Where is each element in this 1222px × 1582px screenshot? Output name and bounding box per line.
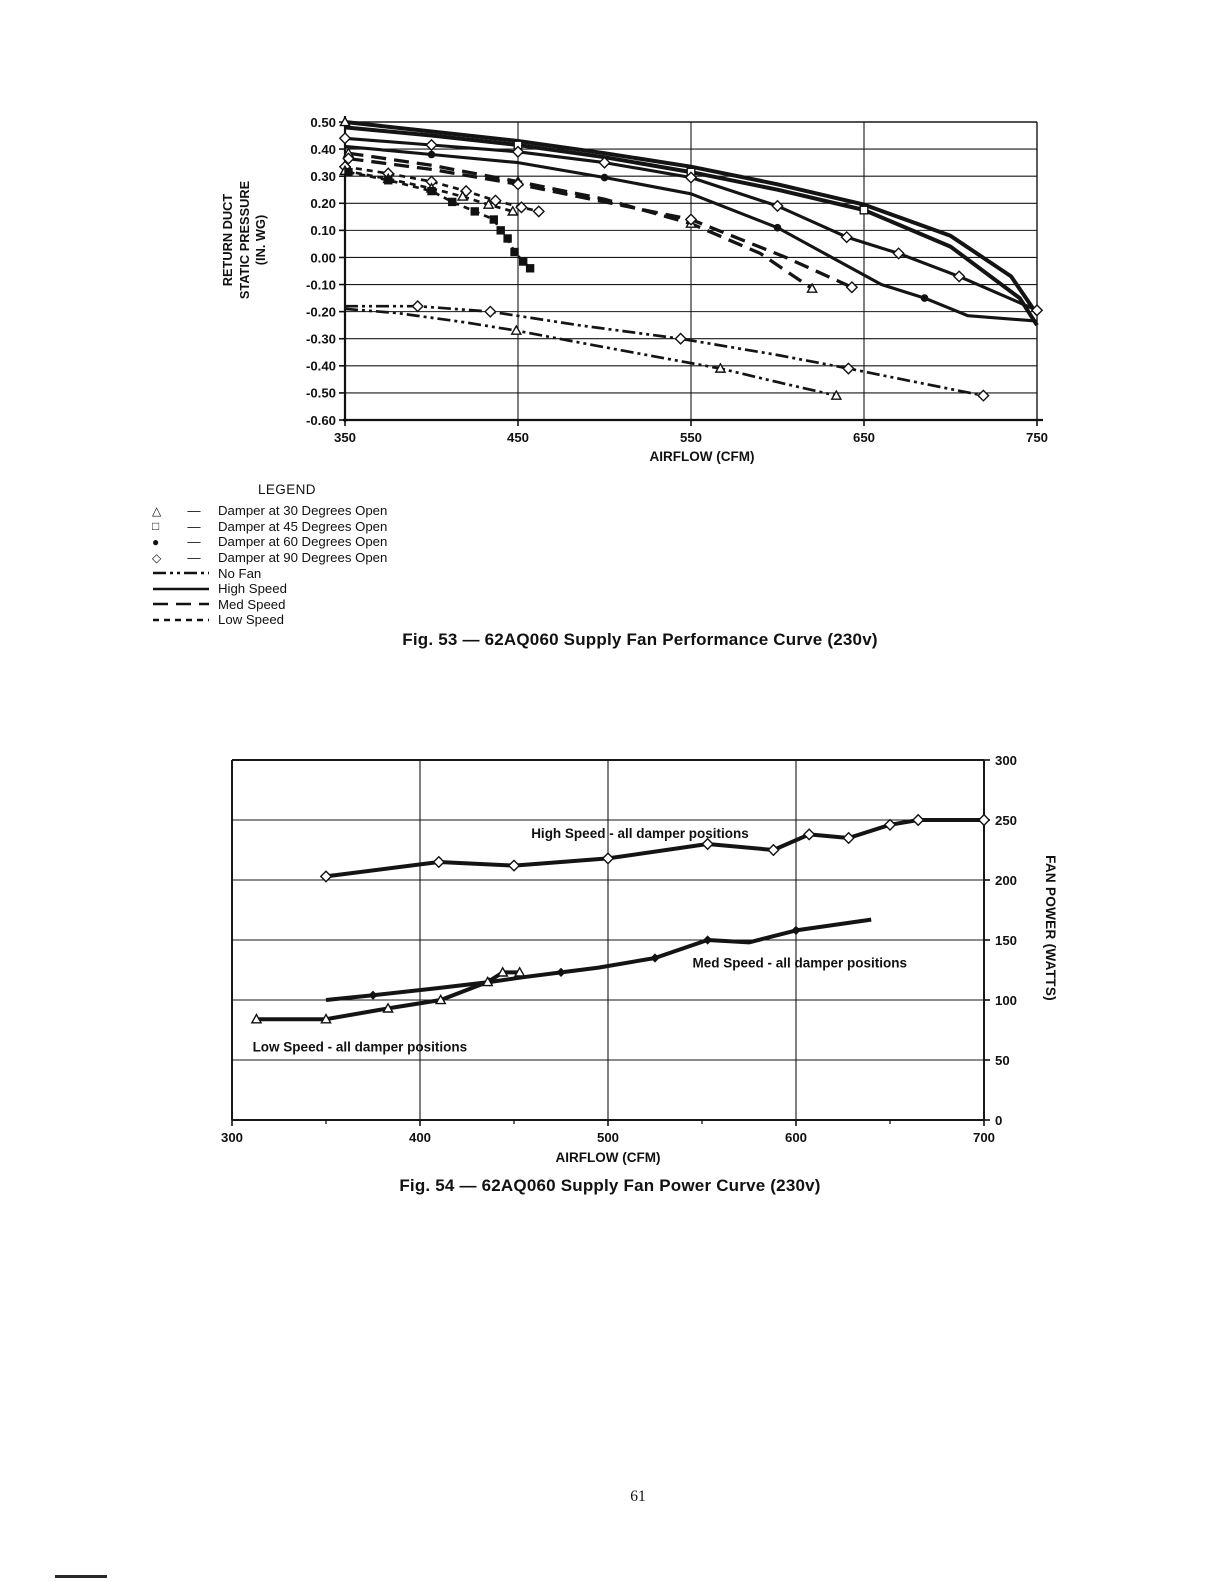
svg-text:700: 700: [973, 1130, 995, 1145]
y-axis-title-line: STATIC PRESSURE: [236, 180, 252, 300]
square-open-icon: □ —: [152, 518, 201, 534]
fig54-x-axis-title: AIRFLOW (CFM): [555, 1150, 661, 1165]
legend-item-label: Damper at 90 Degrees Open: [218, 550, 388, 566]
line-sample-solid-thick-icon: [152, 584, 214, 594]
svg-text:Med Speed - all damper positio: Med Speed - all damper positions: [692, 956, 907, 971]
legend-item-label: Damper at 30 Degrees Open: [218, 503, 388, 519]
svg-text:200: 200: [995, 873, 1017, 888]
svg-text:300: 300: [995, 753, 1017, 768]
svg-text:-0.50: -0.50: [306, 386, 336, 401]
diamond-open-icon: ◇ —: [152, 549, 201, 565]
legend-item-label: Damper at 60 Degrees Open: [218, 534, 388, 550]
svg-text:500: 500: [597, 1130, 619, 1145]
legend-item: △ — Damper at 30 Degrees Open: [152, 503, 387, 519]
svg-text:High Speed - all damper positi: High Speed - all damper positions: [531, 826, 749, 841]
svg-text:Low Speed - all damper positio: Low Speed - all damper positions: [253, 1040, 468, 1055]
y-axis-title-line: (IN. WG): [253, 214, 268, 266]
svg-text:-0.60: -0.60: [306, 413, 336, 428]
legend-item: ● — Damper at 60 Degrees Open: [152, 534, 387, 550]
svg-text:0: 0: [995, 1113, 1002, 1128]
y-axis-title-line: RETURN DUCT: [220, 193, 235, 287]
svg-text:0.30: 0.30: [310, 169, 336, 184]
line-sample-dash-dot-dot-icon: [152, 568, 214, 578]
svg-text:-0.10: -0.10: [306, 277, 336, 292]
svg-text:750: 750: [1026, 430, 1048, 445]
svg-text:0.10: 0.10: [310, 223, 336, 238]
svg-text:-0.30: -0.30: [306, 332, 336, 347]
svg-text:-0.20: -0.20: [306, 304, 336, 319]
legend-title: LEGEND: [258, 482, 316, 497]
svg-text:550: 550: [680, 430, 702, 445]
svg-text:250: 250: [995, 813, 1017, 828]
svg-text:400: 400: [409, 1130, 431, 1145]
legend: LEGEND △ — Damper at 30 Degrees Open □ — Damp…: [152, 482, 387, 628]
svg-text:0.00: 0.00: [310, 250, 336, 265]
svg-text:-0.40: -0.40: [306, 359, 336, 374]
legend-item: No Fan: [152, 565, 387, 581]
legend-item: Low Speed: [152, 612, 387, 628]
line-sample-short-dash-icon: [152, 615, 214, 625]
fig53-performance-chart: 350 450 550 650 750 0.50 0.40 0.30 0.20 0.10 0.00 -…: [306, 115, 1048, 445]
svg-text:0.20: 0.20: [310, 196, 336, 211]
triangle-open-icon: △ —: [152, 503, 201, 519]
page-number: 61: [630, 1488, 646, 1505]
svg-text:350: 350: [334, 430, 356, 445]
legend-item-label: No Fan: [218, 565, 262, 581]
legend-item: Med Speed: [152, 597, 387, 613]
fig54-y-axis-title: FAN POWER (WATTS): [1043, 855, 1058, 1001]
circle-filled-icon: ● —: [152, 534, 201, 550]
fig53-y-axis-title: RETURN DUCT STATIC PRESSURE (IN. WG): [220, 155, 274, 325]
svg-text:300: 300: [221, 1130, 243, 1145]
legend-item: ◇ — Damper at 90 Degrees Open: [152, 550, 387, 566]
legend-item-label: Low Speed: [218, 612, 284, 628]
svg-text:650: 650: [853, 430, 875, 445]
fig53-x-axis-title: AIRFLOW (CFM): [649, 449, 755, 464]
legend-item: □ — Damper at 45 Degrees Open: [152, 519, 387, 535]
svg-text:600: 600: [785, 1130, 807, 1145]
svg-text:450: 450: [507, 430, 529, 445]
fig53-caption: Fig. 53 — 62AQ060 Supply Fan Performance…: [402, 630, 878, 649]
svg-text:100: 100: [995, 993, 1017, 1008]
legend-item-label: Damper at 45 Degrees Open: [218, 518, 388, 534]
svg-text:0.40: 0.40: [310, 142, 336, 157]
legend-rows: △ — Damper at 30 Degrees Open □ — Damper at 4…: [152, 503, 387, 628]
svg-text:0.50: 0.50: [310, 115, 336, 130]
svg-text:150: 150: [995, 933, 1017, 948]
legend-item-label: High Speed: [218, 581, 287, 597]
legend-item: High Speed: [152, 581, 387, 597]
svg-text:50: 50: [995, 1053, 1010, 1068]
legend-item-label: Med Speed: [218, 596, 286, 612]
scan-artifact-line: [55, 1575, 107, 1578]
fig54-caption: Fig. 54 — 62AQ060 Supply Fan Power Curve…: [399, 1176, 821, 1195]
line-sample-long-dash-icon: [152, 599, 214, 609]
